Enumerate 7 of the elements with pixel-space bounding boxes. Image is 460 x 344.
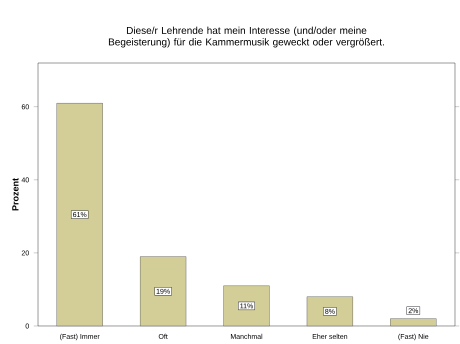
bar <box>140 256 186 326</box>
bar <box>390 318 436 326</box>
bar <box>223 286 270 326</box>
bar <box>56 103 103 326</box>
bar <box>306 296 354 326</box>
y-axis-title: Prozent <box>12 178 19 211</box>
chart-title: Diese/r Lehrende hat mein Interesse (und/oder meine Begeisterung) für die Kammermusik geweckt oder vergrößert. <box>108 26 384 48</box>
